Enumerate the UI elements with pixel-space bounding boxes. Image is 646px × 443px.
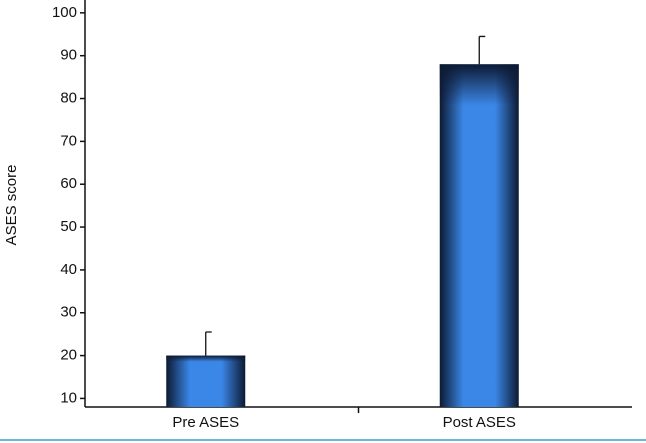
y-tick-label: 80 (60, 90, 77, 107)
y-tick-label: 70 (60, 132, 77, 149)
y-tick-label: 100 (52, 4, 77, 21)
y-tick-label: 60 (60, 175, 77, 192)
y-tick-label: 20 (60, 347, 77, 364)
y-tick-label: 30 (60, 304, 77, 321)
x-tick-label: Pre ASES (172, 414, 239, 431)
y-tick-label: 10 (60, 389, 77, 406)
y-tick-label: 50 (60, 218, 77, 235)
error-bar (205, 331, 212, 356)
y-tick-label: 40 (60, 261, 77, 278)
bar-shade (439, 64, 519, 408)
y-tick-label: 90 (60, 47, 77, 64)
error-bar (478, 35, 486, 65)
x-tick-label: Post ASES (443, 414, 516, 431)
bar-shade (166, 355, 246, 407)
y-axis-label: ASES score (3, 165, 20, 246)
